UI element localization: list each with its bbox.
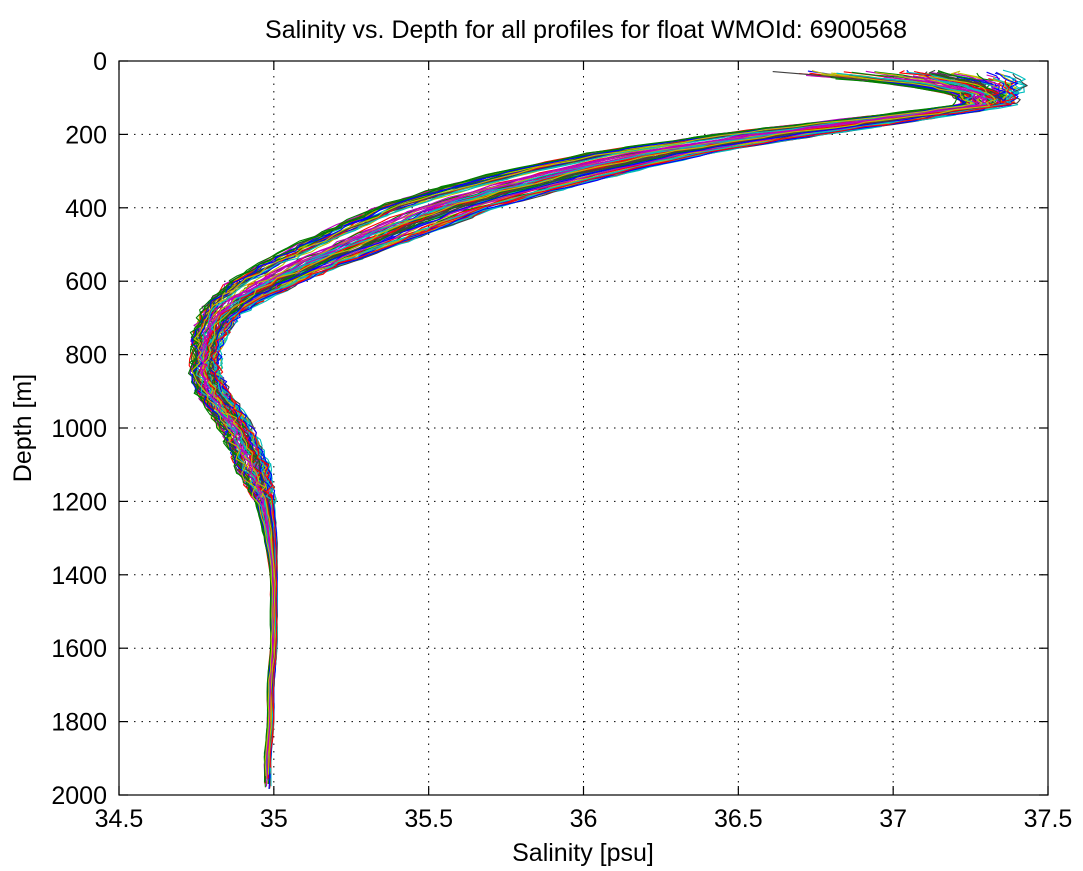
y-tick-label: 0: [93, 48, 107, 76]
x-tick-label: 36: [570, 805, 598, 833]
y-axis-label: Depth [m]: [9, 374, 37, 482]
y-tick-label: 1200: [51, 488, 107, 516]
x-tick-label: 36.5: [714, 805, 763, 833]
profile-line: [210, 80, 1017, 768]
y-tick-label: 800: [65, 342, 107, 370]
y-tick-label: 2000: [51, 782, 107, 810]
x-tick-label: 35: [260, 805, 288, 833]
x-tick-label: 35.5: [404, 805, 453, 833]
chart-title: Salinity vs. Depth for all profiles for …: [265, 16, 907, 44]
y-tick-label: 1000: [51, 415, 107, 443]
profile-lines: [187, 69, 1028, 790]
profile-line: [189, 78, 958, 763]
y-tick-label: 200: [65, 121, 107, 149]
y-tick-label: 400: [65, 195, 107, 223]
x-tick-label: 37: [879, 805, 907, 833]
profile-line: [203, 76, 996, 775]
x-axis-label: Salinity [psu]: [512, 839, 654, 867]
y-tick-label: 1800: [51, 709, 107, 737]
y-tick-label: 1400: [51, 562, 107, 590]
profile-line: [191, 70, 974, 776]
x-tick-label: 37.5: [1024, 805, 1073, 833]
profile-line: [198, 76, 985, 787]
y-tick-label: 600: [65, 268, 107, 296]
x-tick-label: 34.5: [95, 805, 144, 833]
axis-ticks: 34.5 35 35.5 36 36.5 37 37.5 0 200 400 600 800 1000 1…: [51, 48, 1072, 833]
y-tick-label: 1600: [51, 635, 107, 663]
